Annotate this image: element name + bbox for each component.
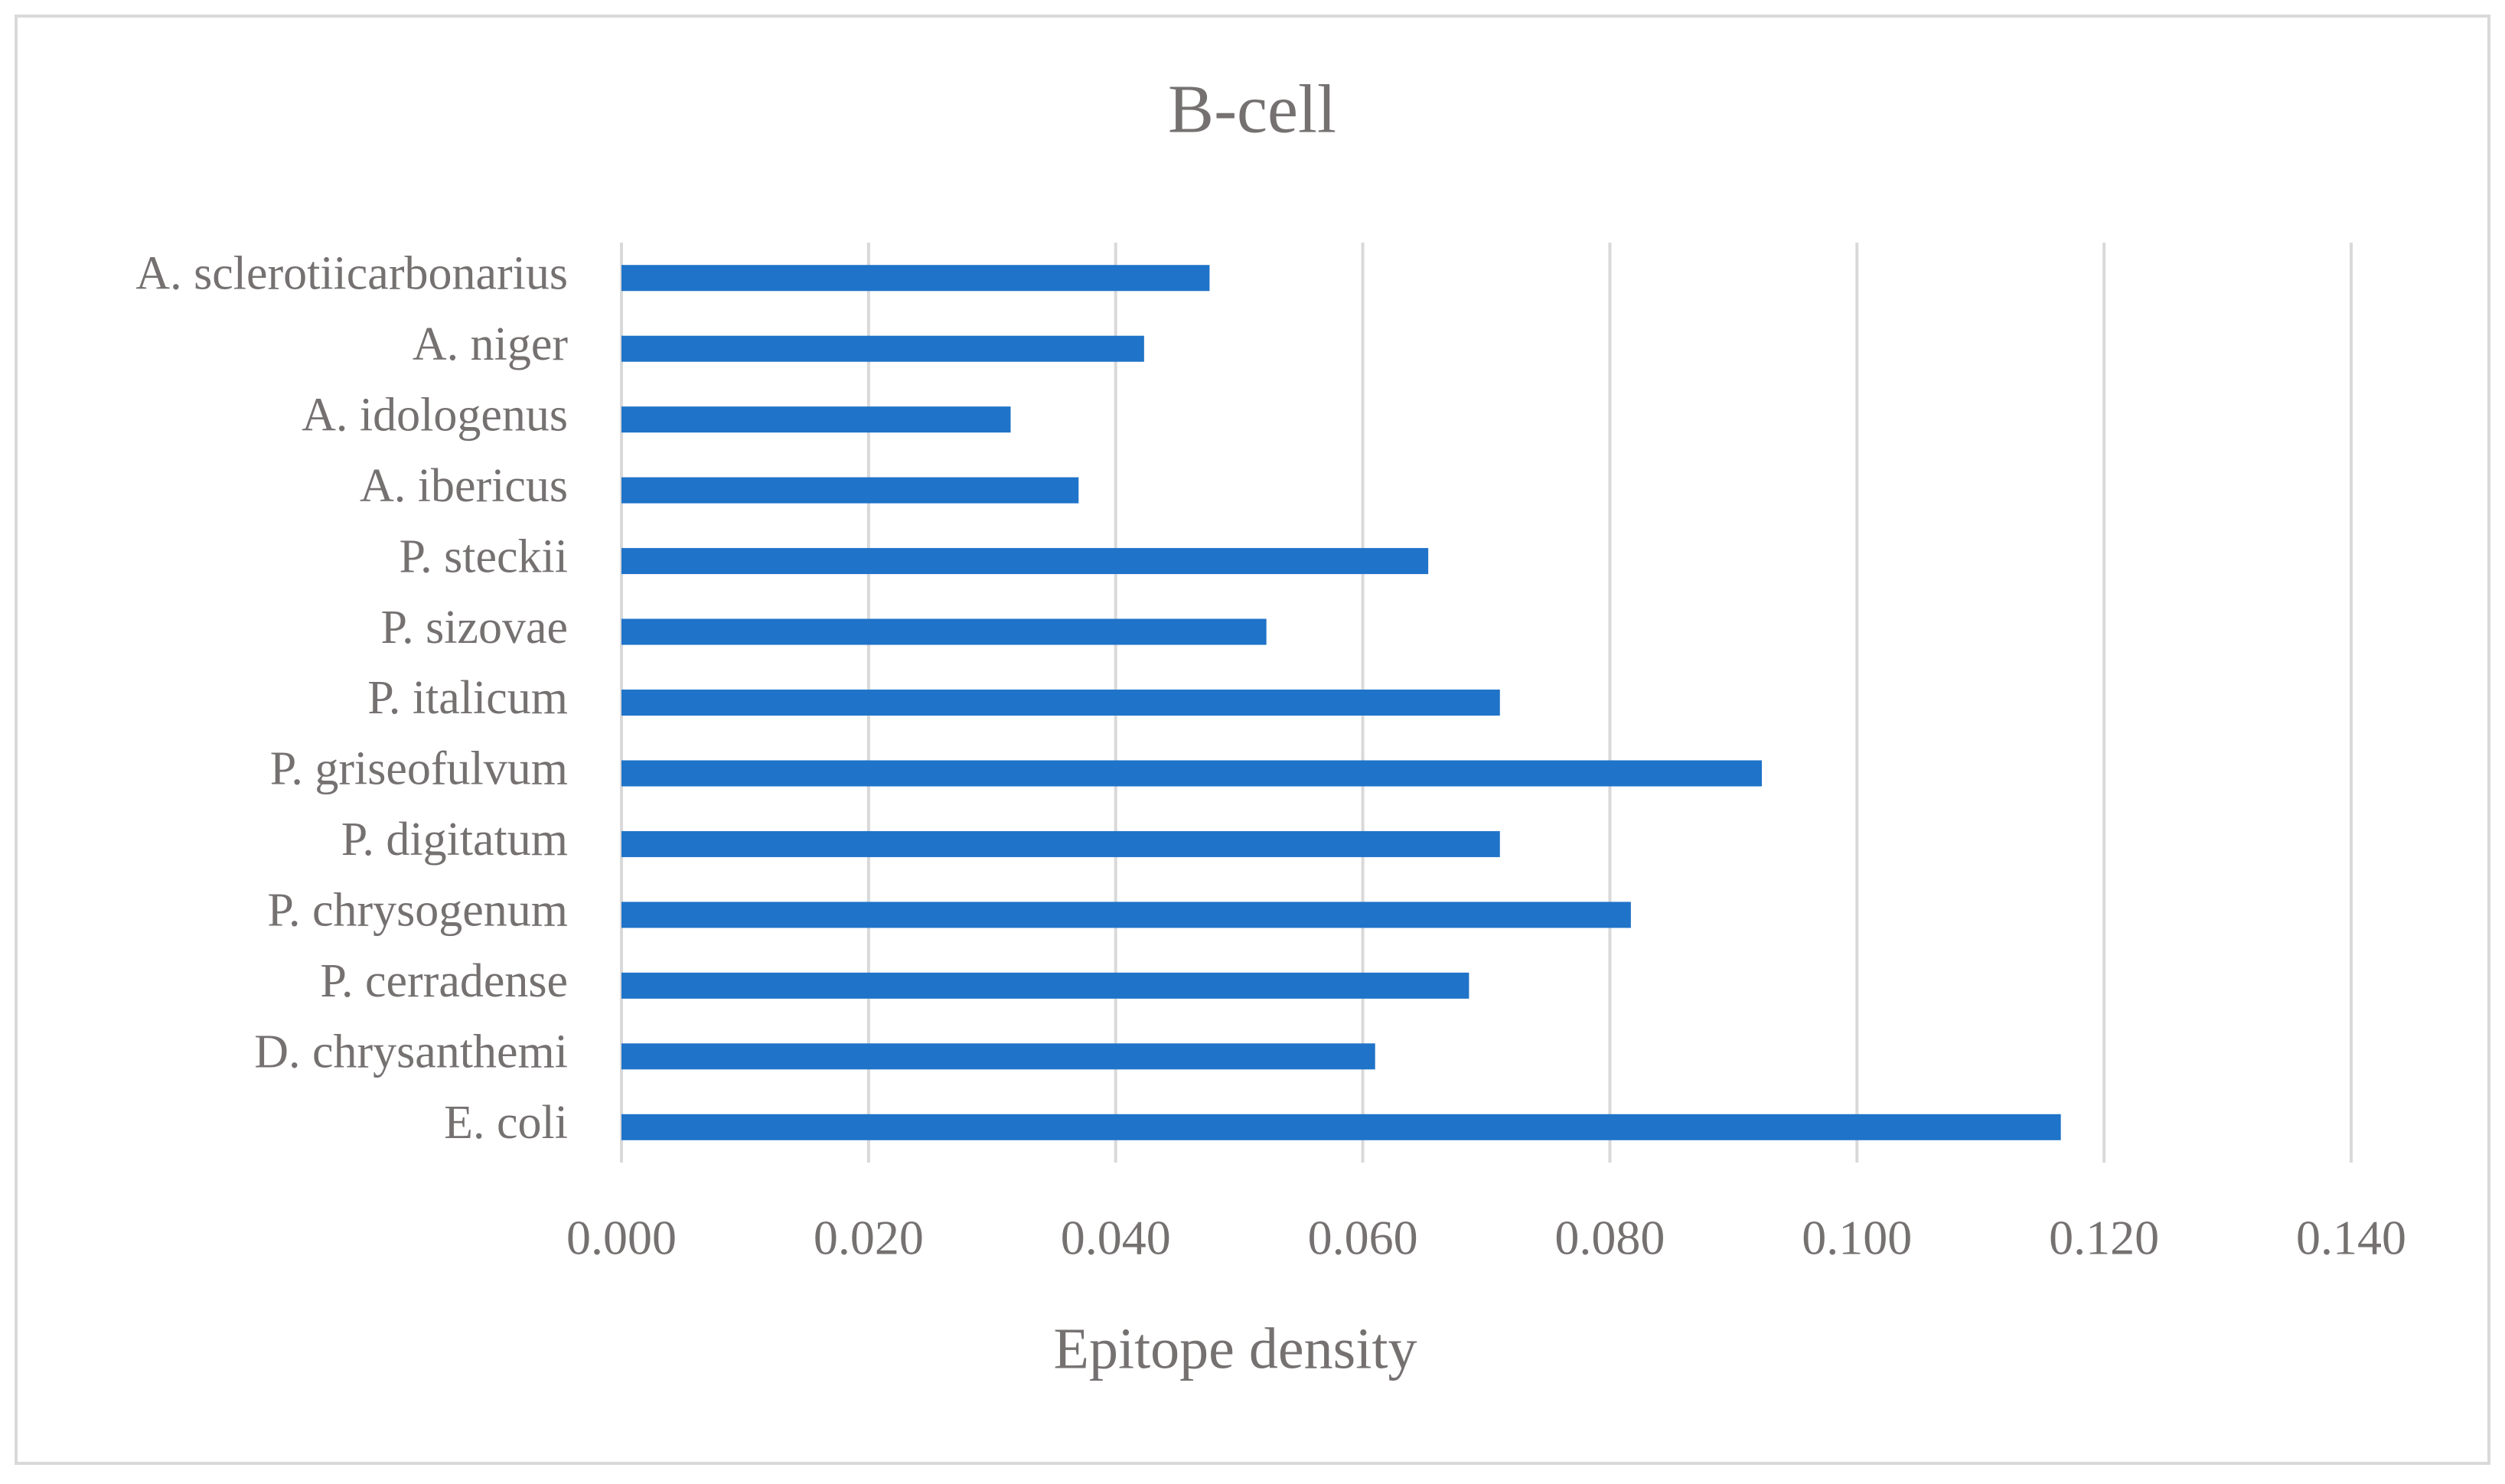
- x-tick-label: 0.040: [1061, 1211, 1171, 1265]
- y-tick-label: P. chrysogenum: [267, 885, 568, 937]
- chart-border: [15, 15, 2490, 1465]
- bar: [621, 1043, 1375, 1070]
- bar: [621, 477, 1079, 504]
- y-tick-label: A. idologenus: [302, 389, 568, 441]
- x-axis-title: Epitope density: [1054, 1316, 1417, 1381]
- bar: [621, 690, 1500, 716]
- x-tick-label: 0.060: [1308, 1211, 1418, 1265]
- y-tick-label: P. sizovae: [380, 602, 568, 654]
- x-tick-label: 0.000: [566, 1211, 677, 1265]
- y-tick-label: E. coli: [444, 1097, 568, 1149]
- y-tick-label: P. cerradense: [320, 955, 568, 1007]
- bar: [621, 406, 1011, 433]
- x-tick-label: 0.020: [814, 1211, 924, 1265]
- bar: [621, 335, 1144, 362]
- x-tick-label: 0.140: [2296, 1211, 2406, 1265]
- bar: [621, 1114, 2061, 1140]
- bar: [621, 902, 1631, 928]
- bar: [621, 972, 1469, 999]
- y-tick-label: D. chrysanthemi: [254, 1026, 568, 1078]
- x-tick-label: 0.100: [1802, 1211, 1912, 1265]
- y-tick-label: A. ibericus: [360, 460, 568, 512]
- y-tick-label: P. italicum: [367, 672, 568, 724]
- y-tick-label: A. niger: [413, 318, 569, 370]
- y-tick-label: A. sclerotiicarbonarius: [135, 247, 568, 299]
- x-tick-label: 0.120: [2049, 1211, 2159, 1265]
- chart-title: B-cell: [1168, 72, 1336, 148]
- bar: [621, 760, 1762, 787]
- bar: [621, 548, 1429, 575]
- y-tick-label: P. digitatum: [341, 814, 568, 866]
- x-tick-label: 0.080: [1554, 1211, 1665, 1265]
- bar: [621, 265, 1210, 292]
- bar: [621, 830, 1500, 857]
- y-tick-label: P. steckii: [400, 530, 568, 582]
- bar: [621, 618, 1267, 645]
- y-tick-label: P. griseofulvum: [270, 743, 568, 795]
